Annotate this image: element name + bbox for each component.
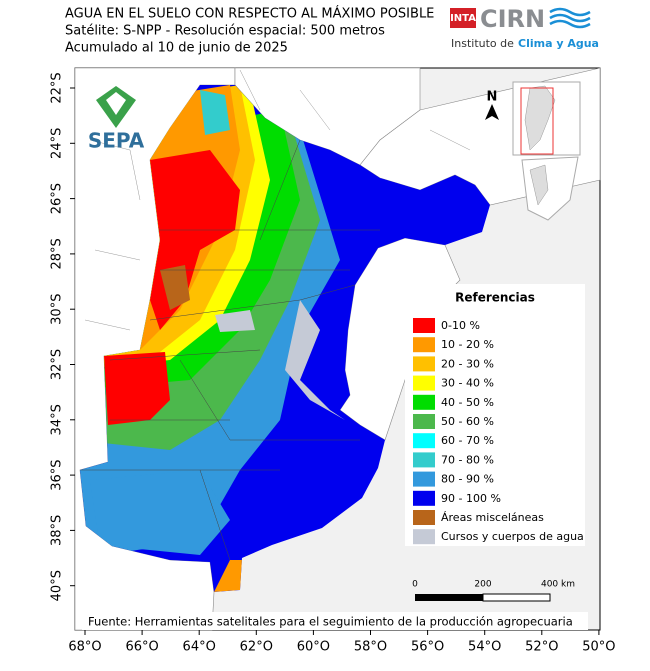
legend-label: 10 - 20 % — [441, 338, 494, 351]
header: AGUA EN EL SUELO CON RESPECTO AL MÁXIMO … — [65, 6, 434, 56]
legend-swatch — [413, 490, 435, 506]
lon-label: 56°O — [411, 640, 444, 655]
title-line: Satélite: S-NPP - Resolución espacial: 5… — [65, 24, 385, 39]
institute-highlight: Clima y Agua — [518, 37, 599, 50]
legend-label: 20 - 30 % — [441, 357, 494, 370]
legend-swatch — [413, 356, 435, 372]
lat-label: 32°S — [50, 349, 65, 380]
legend-swatch — [413, 318, 435, 333]
legend-label: 70 - 80 % — [441, 453, 494, 466]
lon-label: 52°O — [525, 640, 558, 655]
legend-swatch — [413, 452, 435, 468]
lon-label: 60°O — [297, 640, 330, 655]
lat-label: 36°S — [50, 459, 65, 490]
lat-label: 24°S — [50, 128, 65, 159]
graticule-labels: 22°S 24°S 26°S 28°S 30°S 32°S 34°S 36°S 38°S 40°S… — [50, 72, 616, 654]
legend: Referencias 0-10 % 10 - 20 % 20 - 30 % 30 -… — [405, 284, 585, 546]
sepa-logo: SEPA — [88, 86, 145, 153]
legend-swatch — [413, 375, 435, 391]
lat-label: 34°S — [50, 404, 65, 435]
legend-label: 80 - 90 % — [441, 473, 494, 486]
legend-title: Referencias — [455, 291, 535, 305]
lat-label: 30°S — [50, 294, 65, 325]
lon-label: 68°O — [68, 640, 101, 655]
institute-text: Instituto de — [451, 37, 514, 50]
legend-swatch — [413, 433, 435, 449]
north-arrow: N — [485, 90, 499, 120]
lon-label: 54°O — [468, 640, 501, 655]
legend-label: 50 - 60 % — [441, 415, 494, 428]
lat-label: 40°S — [50, 570, 65, 601]
lat-label: 26°S — [50, 183, 65, 214]
title-line: Acumulado al 10 de junio de 2025 — [65, 41, 288, 56]
lon-label: 50°O — [582, 640, 615, 655]
scale-label: 0 — [412, 580, 418, 590]
legend-swatch — [413, 510, 435, 525]
legend-label: Áreas misceláneas — [441, 511, 544, 524]
inta-text: INTA — [450, 13, 476, 24]
neighbour-lines — [84, 69, 471, 331]
lon-label: 62°O — [240, 640, 273, 655]
inset-map — [512, 81, 581, 221]
lon-label: 58°O — [354, 640, 387, 655]
legend-swatch — [413, 337, 435, 353]
source-text: Fuente: Herramientas satelitales para el… — [88, 615, 573, 629]
legend-swatch — [413, 414, 435, 429]
legend-swatch — [413, 471, 435, 487]
lon-label: 66°O — [125, 640, 158, 655]
legend-label: 60 - 70 % — [441, 434, 494, 447]
cirn-text: CIRN — [480, 5, 545, 33]
scale-label: 400 km — [541, 580, 575, 590]
legend-swatch — [413, 394, 435, 410]
legend-label: Cursos y cuerpos de agua — [441, 530, 584, 543]
lat-label: 38°S — [50, 515, 65, 546]
legend-label: 30 - 40 % — [441, 377, 494, 390]
sepa-logo-text: SEPA — [88, 129, 145, 153]
cirn-logo: INTA CIRN Instituto de Clima y Agua — [450, 5, 599, 50]
legend-label: 0-10 % — [441, 319, 480, 332]
source-box — [82, 612, 588, 630]
lat-label: 28°S — [50, 238, 65, 269]
legend-label: 90 - 100 % — [441, 492, 501, 505]
scale-bar: 0 200 400 km — [412, 580, 575, 602]
legend-label: 40 - 50 % — [441, 396, 494, 409]
legend-swatch — [413, 529, 435, 545]
scale-label: 200 — [474, 580, 491, 590]
north-label: N — [487, 90, 498, 105]
lon-label: 64°O — [183, 640, 216, 655]
title-line: AGUA EN EL SUELO CON RESPECTO AL MÁXIMO … — [65, 6, 434, 22]
lat-label: 22°S — [50, 72, 65, 103]
